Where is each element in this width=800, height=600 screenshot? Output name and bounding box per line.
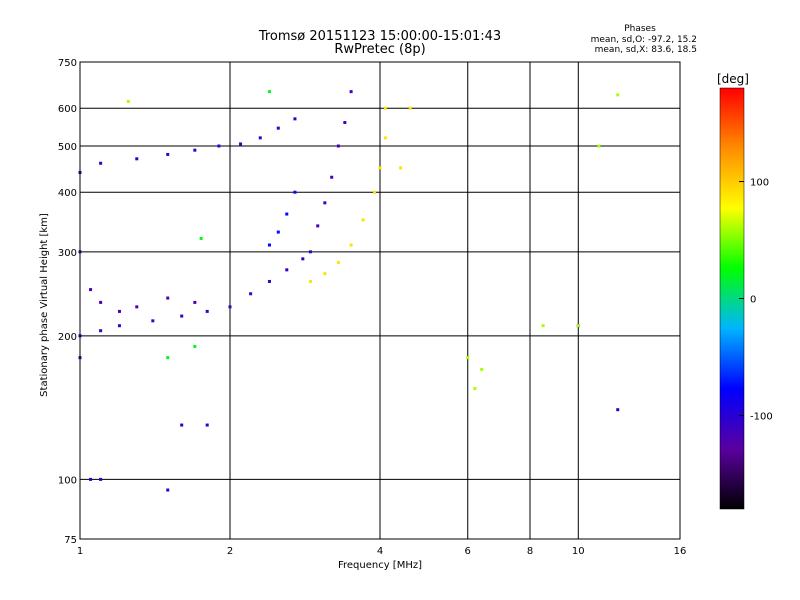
stats-o-line: mean, sd,O: -97.2, 15.2 [591,35,697,45]
data-point [180,423,184,427]
data-point [541,324,545,328]
x-tick-label: 4 [377,546,383,557]
data-point [308,279,312,283]
y-tick-labels: 75 100 200 300 400 500 600 750 [58,58,77,546]
data-point [99,477,103,481]
data-point [383,106,387,110]
data-point [576,324,580,328]
data-point [180,314,184,318]
data-point [267,279,271,283]
data-point [349,243,353,247]
data-point [205,423,209,427]
data-point [293,190,297,194]
data-point [316,224,320,228]
data-point [117,324,121,328]
y-tick-label: 75 [64,535,77,546]
data-point [151,319,155,323]
data-points [78,90,620,492]
data-point [408,106,412,110]
data-point [323,272,327,276]
data-point [258,136,262,140]
data-point [89,477,93,481]
stats-heading: Phases [624,24,656,34]
colorbar-tick-label: 100 [750,178,769,189]
data-point [267,90,271,94]
data-point [616,408,620,412]
data-point [383,136,387,140]
data-point [399,166,403,170]
data-point [373,190,377,194]
colorbar-tick-label: 0 [750,295,756,306]
y-axis-label: Stationary phase Virtual Height [km] [39,213,50,397]
data-point [285,268,289,272]
colorbar-ticks: 100 0 -100 [739,178,773,422]
data-point [301,257,305,261]
data-point [480,367,484,371]
colorbar-label: [deg] [717,72,749,86]
colorbar-tick-label: -100 [750,411,773,422]
data-point [378,166,382,170]
x-tick-label: 1 [77,546,83,557]
data-point [166,152,170,156]
y-tick-label: 100 [58,475,77,486]
data-point [267,243,271,247]
plot-frame [79,61,681,540]
data-point [99,161,103,165]
data-point [205,309,209,313]
data-point [276,126,280,130]
data-point [249,292,253,296]
stats-x-line: mean, sd,X: 83.6, 18.5 [595,45,697,55]
data-point [193,148,197,152]
data-point [126,99,130,103]
data-point [193,344,197,348]
x-tick-label: 10 [572,546,585,557]
grid-lines [80,62,680,539]
data-point [99,329,103,333]
data-point [336,260,340,264]
x-tick-label: 6 [465,546,471,557]
data-point [308,250,312,254]
data-point [166,488,170,492]
x-tick-label: 2 [227,546,233,557]
data-point [239,142,243,146]
x-axis-label: Frequency [MHz] [338,560,422,571]
x-tick-labels: 1 2 4 6 8 10 16 [77,546,687,557]
data-point [89,288,93,292]
data-point [166,356,170,360]
data-point [135,157,139,161]
data-point [99,300,103,304]
y-tick-label: 500 [58,142,77,153]
data-point [276,230,280,234]
data-point [135,305,139,309]
data-point [361,218,365,222]
data-point [336,144,340,148]
data-point [330,175,334,179]
data-point [228,305,232,309]
x-tick-label: 8 [527,546,533,557]
y-tick-label: 300 [58,248,77,259]
data-point [285,212,289,216]
data-point [349,90,353,94]
data-point [293,117,297,121]
data-point [199,236,203,240]
data-point [473,387,477,391]
y-tick-label: 750 [58,58,77,69]
data-point [597,144,601,148]
data-point [193,300,197,304]
data-point [166,296,170,300]
y-tick-label: 200 [58,332,77,343]
y-tick-label: 600 [58,104,77,115]
x-tick-label: 16 [674,546,687,557]
data-point [323,201,327,205]
data-point [466,356,470,360]
data-point [117,309,121,313]
chart-title: Tromsø 20151123 15:00:00-15:01:43 [258,29,501,44]
y-tick-label: 400 [58,188,77,199]
data-point [616,93,620,97]
data-point [343,121,347,125]
data-point [217,144,221,148]
chart-subtitle: RwPretec (8p) [334,42,425,57]
